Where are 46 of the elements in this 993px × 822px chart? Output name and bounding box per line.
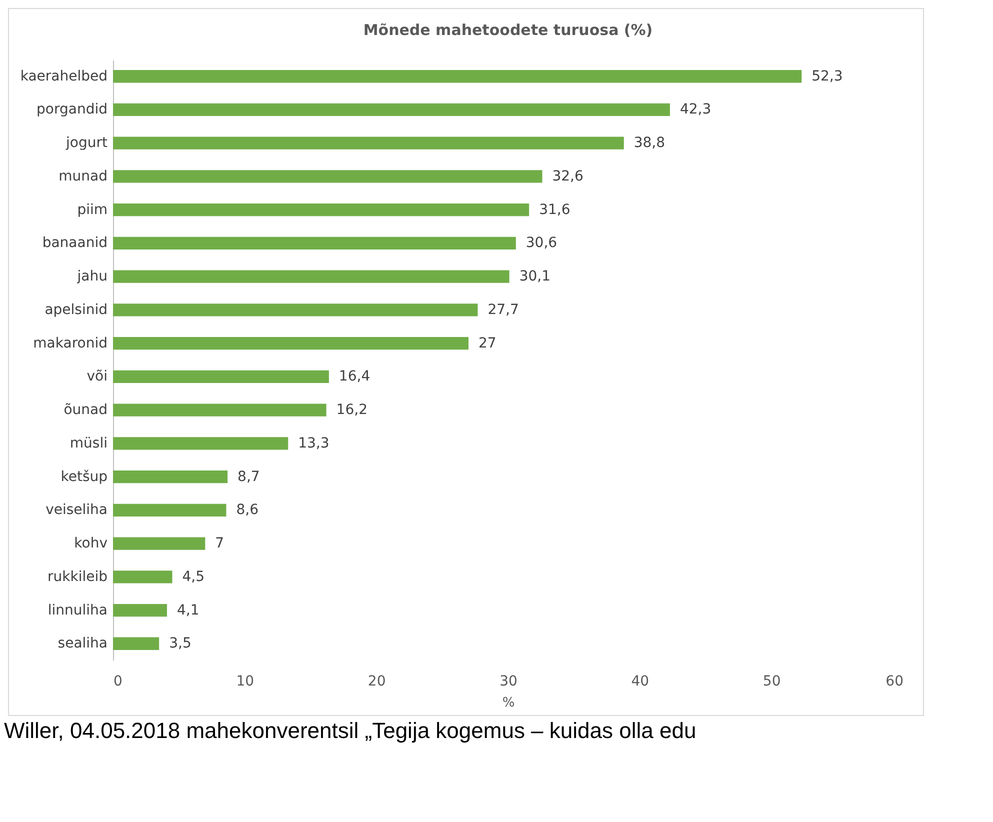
y-tick-label: linnuliha [48, 602, 108, 618]
data-label: 42,3 [680, 102, 712, 118]
x-tick-label: 50 [762, 674, 781, 690]
y-tick-label: kohv [74, 536, 108, 552]
y-tick-label: jahu [76, 268, 108, 285]
data-label: 3,5 [169, 636, 192, 652]
y-tick-label: banaanid [42, 235, 108, 252]
y-tick-label: ketšup [60, 468, 108, 485]
data-label: 31,6 [539, 202, 570, 218]
data-label: 27 [478, 335, 496, 352]
chart-title: Mõnede mahetoodete turuosa (%) [363, 21, 653, 39]
data-label: 8,7 [238, 468, 260, 485]
data-label: 38,8 [634, 135, 666, 152]
y-tick-label: porgandid [36, 102, 108, 118]
y-tick-label: veiseliha [46, 502, 108, 518]
x-tick-label: 40 [631, 674, 650, 690]
data-label: 4,1 [176, 602, 200, 618]
data-label: 32,6 [552, 168, 584, 184]
x-tick-label: 10 [236, 674, 254, 690]
y-tick-label: piim [77, 202, 108, 218]
y-tick-label: müsli [70, 435, 108, 452]
y-tick-label: sealiha [58, 636, 108, 652]
data-label: 4,5 [182, 568, 205, 585]
y-tick-label: jogurt [65, 135, 108, 152]
y-tick-label: kaerahelbed [20, 68, 108, 84]
y-tick-label: rukkileib [47, 568, 108, 585]
data-label: 30,1 [519, 268, 550, 285]
x-axis-title: % [502, 696, 515, 710]
y-tick-label: õunad [64, 402, 108, 418]
data-label: 16,2 [336, 402, 368, 418]
x-tick-label: 30 [500, 674, 518, 690]
y-tick-label: apelsinid [44, 302, 108, 318]
text: Willer, 04.05.2018 mahekonverentsil „Tegija kogemus – kuidas olla edu [3, 718, 698, 744]
data-label: 16,4 [338, 368, 370, 385]
data-label: 30,6 [526, 235, 558, 252]
data-label: 27,7 [488, 302, 519, 318]
data-label: 7 [215, 536, 224, 552]
y-tick-label: munad [58, 168, 108, 184]
data-label: 8,6 [236, 502, 259, 518]
x-tick-label: 0 [114, 674, 122, 690]
x-tick-label: 20 [368, 674, 386, 690]
y-tick-label: või [86, 368, 108, 385]
data-label: 52,3 [812, 68, 843, 84]
y-tick-label: makaronid [33, 335, 108, 352]
x-tick-label: 60 [886, 674, 904, 690]
data-label: 13,3 [298, 435, 330, 452]
